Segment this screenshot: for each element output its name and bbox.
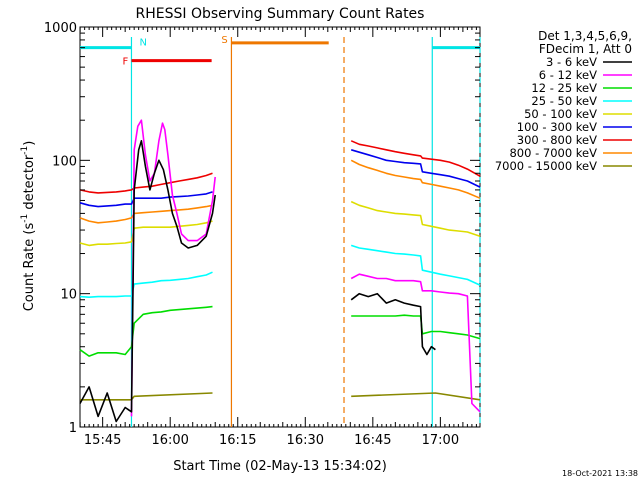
series-line-7-seg-0 [79, 204, 213, 224]
x-axis-label: Start Time (02-May-13 15:34:02) [173, 459, 387, 474]
series-line-4-seg-0 [79, 220, 213, 247]
series-line-3-seg-1 [350, 244, 481, 286]
x-tick-label-2: 16:15 [219, 433, 256, 448]
plot-area: NF S [79, 26, 481, 428]
x-tick-label-0: 15:45 [84, 433, 121, 448]
series-line-2-seg-0 [79, 305, 213, 357]
series-line-1-seg-0 [130, 119, 216, 417]
y-axis: 1 10 100 1000 [44, 21, 480, 436]
footer-timestamp: 18-Oct-2021 13:38 [562, 469, 638, 478]
x-axis: 15:45 16:00 16:15 16:30 16:45 17:00 [79, 27, 477, 448]
series-line-6-seg-1 [350, 140, 481, 177]
series-line-5-seg-1 [350, 149, 481, 188]
legend-label-0: 3 - 6 keV [546, 55, 597, 69]
y-tick-label-1: 10 [60, 288, 77, 303]
y-axis-label: Count Rate (s-1 detector-1) [20, 141, 37, 312]
legend-label-1: 6 - 12 keV [539, 68, 597, 82]
series-line-8-seg-1 [351, 392, 481, 401]
series-line-4-seg-1 [350, 200, 481, 237]
legend-title-detectors: Det 1,3,4,5,6,9, [538, 29, 632, 43]
flag-label-f: F [122, 57, 128, 68]
y-tick-label-2: 100 [52, 154, 77, 169]
x-tick-label-3: 16:30 [287, 433, 324, 448]
series-line-0-seg-0 [79, 140, 216, 423]
legend-label-5: 100 - 300 keV [517, 120, 597, 134]
series-line-0-seg-1 [350, 292, 436, 356]
legend-label-2: 12 - 25 keV [531, 81, 597, 95]
series-line-5-seg-0 [79, 191, 213, 208]
legend-title-decimation: FDecim 1, Att 0 [539, 42, 632, 56]
legend-label-3: 25 - 50 keV [531, 94, 597, 108]
series-line-6-seg-0 [79, 172, 213, 194]
x-tick-label-5: 17:00 [422, 433, 459, 448]
series-line-8-seg-0 [80, 392, 213, 401]
flag-label-n: N [139, 38, 146, 49]
series-line-3-seg-0 [79, 271, 213, 299]
legend: Det 1,3,4,5,6,9, FDecim 1, Att 0 3 - 6 k… [495, 29, 632, 173]
series-line-1-seg-1 [350, 273, 481, 413]
legend-label-6: 300 - 800 keV [517, 133, 597, 147]
series-line-2-seg-1 [351, 314, 481, 340]
x-tick-label-4: 16:45 [354, 433, 391, 448]
legend-label-7: 800 - 7000 keV [509, 146, 597, 160]
legend-label-8: 7000 - 15000 keV [495, 159, 597, 173]
x-tick-label-1: 16:00 [151, 433, 188, 448]
y-tick-label-0: 1 [69, 421, 77, 436]
y-tick-label-3: 1000 [44, 21, 77, 36]
series-line-7-seg-1 [350, 159, 481, 199]
flag-label-s: S [221, 35, 227, 46]
chart-title: RHESSI Observing Summary Count Rates [136, 6, 425, 22]
legend-label-4: 50 - 100 keV [524, 107, 597, 121]
